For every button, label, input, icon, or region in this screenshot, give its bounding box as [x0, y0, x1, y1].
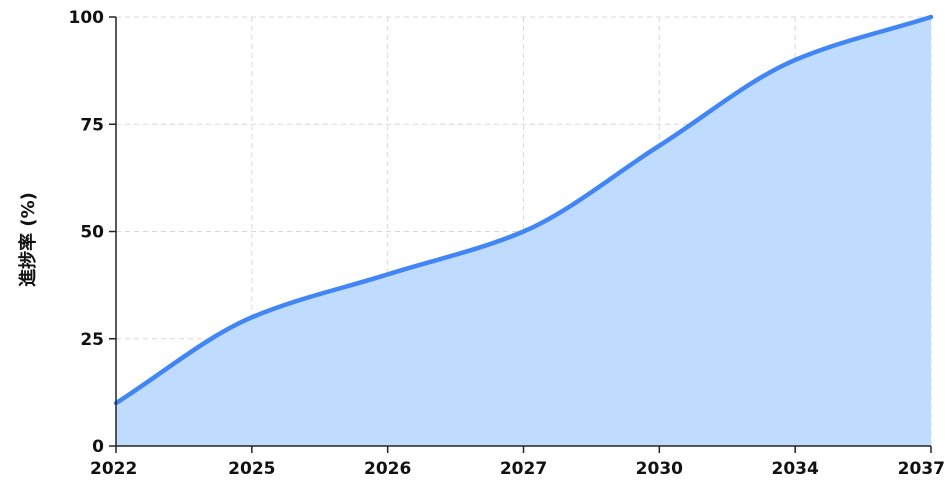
x-tick-label: 2025 [228, 459, 275, 479]
x-tick-label: 2034 [772, 459, 819, 479]
series-line [113, 14, 934, 406]
y-tick-labels: 0 25 50 75 100 [69, 8, 116, 457]
x-tick-label: 2027 [500, 459, 547, 479]
y-axis-title: 進捗率 (%) [17, 192, 39, 287]
x-tick-label: 2026 [364, 459, 411, 479]
area-layer [113, 14, 934, 446]
x-tick-label: 2030 [636, 459, 683, 479]
y-tick-label: 25 [80, 330, 104, 350]
x-tick-labels: 2022 2025 2026 2027 2030 2034 2037 [90, 446, 945, 479]
y-tick-label: 75 [80, 115, 104, 135]
x-tick-label: 2022 [90, 459, 137, 479]
y-tick-label: 100 [69, 8, 105, 28]
y-tick-label: 50 [80, 223, 104, 243]
x-tick-label: 2037 [898, 459, 945, 479]
y-tick-label: 0 [92, 437, 104, 457]
